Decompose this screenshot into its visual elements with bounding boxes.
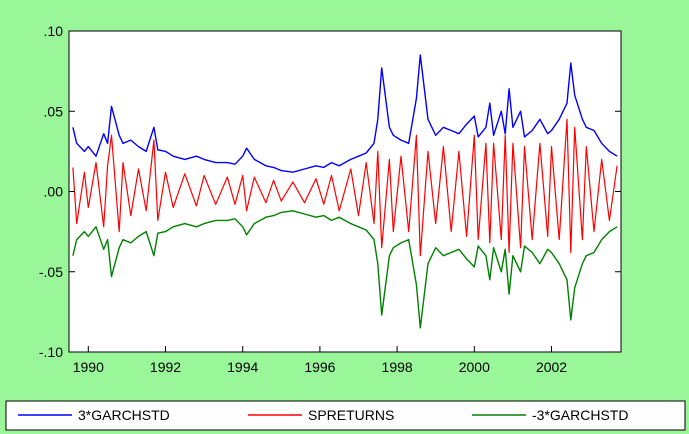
x-tick-label: 1992 <box>150 359 181 375</box>
x-tick-label: 2000 <box>459 359 490 375</box>
y-tick-label: .10 <box>44 23 64 39</box>
series-line-spreturns <box>72 118 618 257</box>
series-line-upper <box>72 54 618 173</box>
series-layer <box>72 54 618 329</box>
x-tick-label: 1994 <box>227 359 258 375</box>
x-tick-label: 1996 <box>304 359 335 375</box>
x-tick-label: 1998 <box>382 359 413 375</box>
y-tick-label: -.10 <box>39 344 63 360</box>
y-tick-label: -.05 <box>39 264 63 280</box>
legend-label-spreturns: SPRETURNS <box>308 407 394 423</box>
legend-label-lower: -3*GARCHSTD <box>532 407 628 423</box>
y-tick-label: .00 <box>44 184 64 200</box>
y-axis: -.10 -.05 .00 .05 .10 <box>39 23 621 360</box>
x-tick-label: 1990 <box>73 359 104 375</box>
x-axis: 1990 1992 1994 1996 1998 2000 2002 <box>73 346 567 375</box>
x-tick-label: 2002 <box>536 359 567 375</box>
legend: 3*GARCHSTD SPRETURNS -3*GARCHSTD <box>5 400 686 431</box>
legend-label-upper: 3*GARCHSTD <box>78 407 170 423</box>
legend-box <box>5 400 686 431</box>
y-tick-label: .05 <box>44 103 64 119</box>
series-line-lower <box>72 210 618 329</box>
